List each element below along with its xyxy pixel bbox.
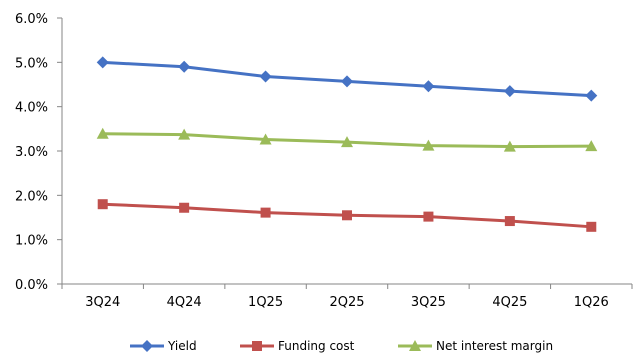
x-axis-tick-label: 1Q26 — [574, 295, 609, 310]
data-point-net-interest-margin — [422, 139, 435, 151]
legend-swatch-marker — [252, 341, 262, 351]
data-point-net-interest-margin — [96, 127, 109, 139]
series-yield — [96, 56, 598, 102]
data-point-yield — [341, 75, 353, 88]
legend-label: Funding cost — [278, 339, 355, 353]
legend-entry-net-interest-margin: Net interest margin — [398, 339, 553, 353]
data-point-yield — [422, 80, 435, 93]
y-axis-tick-labels: 0.0% 1.0% 2.0% 3.0% 4.0% 5.0% 6.0% — [15, 12, 48, 293]
data-point-net-interest-margin — [259, 133, 272, 145]
y-axis-tick-label: 0.0% — [15, 278, 48, 293]
y-axis-tick-label: 1.0% — [15, 234, 48, 249]
data-point-funding-cost — [504, 216, 515, 227]
x-axis-tick-label: 3Q25 — [411, 295, 446, 310]
data-point-funding-cost — [260, 207, 271, 218]
legend-swatch-marker — [141, 340, 153, 352]
y-axis-tick-label: 4.0% — [15, 101, 48, 116]
series-net-interest-margin — [96, 127, 598, 152]
data-point-net-interest-margin — [341, 136, 353, 148]
series-layer — [96, 56, 598, 232]
y-axis-tick-label: 3.0% — [15, 145, 48, 160]
data-point-yield — [178, 60, 191, 73]
x-axis-tick-label: 2Q25 — [329, 295, 364, 310]
y-axis-tick-label: 6.0% — [15, 12, 48, 27]
x-axis-tick-label: 1Q25 — [248, 295, 283, 310]
data-point-net-interest-margin — [178, 128, 191, 140]
data-point-funding-cost — [342, 210, 352, 221]
legend: Yield Funding cost Net interest margin — [130, 339, 553, 353]
y-axis-tick-label: 2.0% — [15, 189, 48, 204]
data-point-yield — [585, 89, 598, 102]
x-axis-tick-labels: 3Q24 4Q24 1Q25 2Q25 3Q25 4Q25 1Q26 — [85, 295, 609, 310]
x-axis-tick-label: 4Q24 — [167, 295, 202, 310]
data-point-funding-cost — [179, 202, 190, 213]
legend-swatch-marker — [409, 340, 421, 351]
data-point-yield — [259, 70, 272, 83]
x-axis-tick-label: 4Q25 — [492, 295, 527, 310]
chart-axes — [57, 17, 633, 289]
legend-entry-yield: Yield — [130, 339, 197, 353]
data-point-net-interest-margin — [503, 140, 516, 152]
data-point-funding-cost — [97, 199, 108, 210]
legend-entry-funding-cost: Funding cost — [240, 339, 355, 353]
data-point-funding-cost — [423, 211, 434, 222]
data-point-funding-cost — [586, 221, 597, 232]
series-funding-cost — [97, 199, 597, 232]
x-axis-tick-label: 3Q24 — [85, 295, 120, 310]
y-axis-tick-label: 5.0% — [15, 56, 48, 71]
legend-label: Net interest margin — [436, 339, 553, 353]
data-point-yield — [96, 56, 109, 69]
data-point-net-interest-margin — [585, 140, 598, 152]
legend-label: Yield — [167, 339, 197, 353]
data-point-yield — [503, 85, 516, 98]
